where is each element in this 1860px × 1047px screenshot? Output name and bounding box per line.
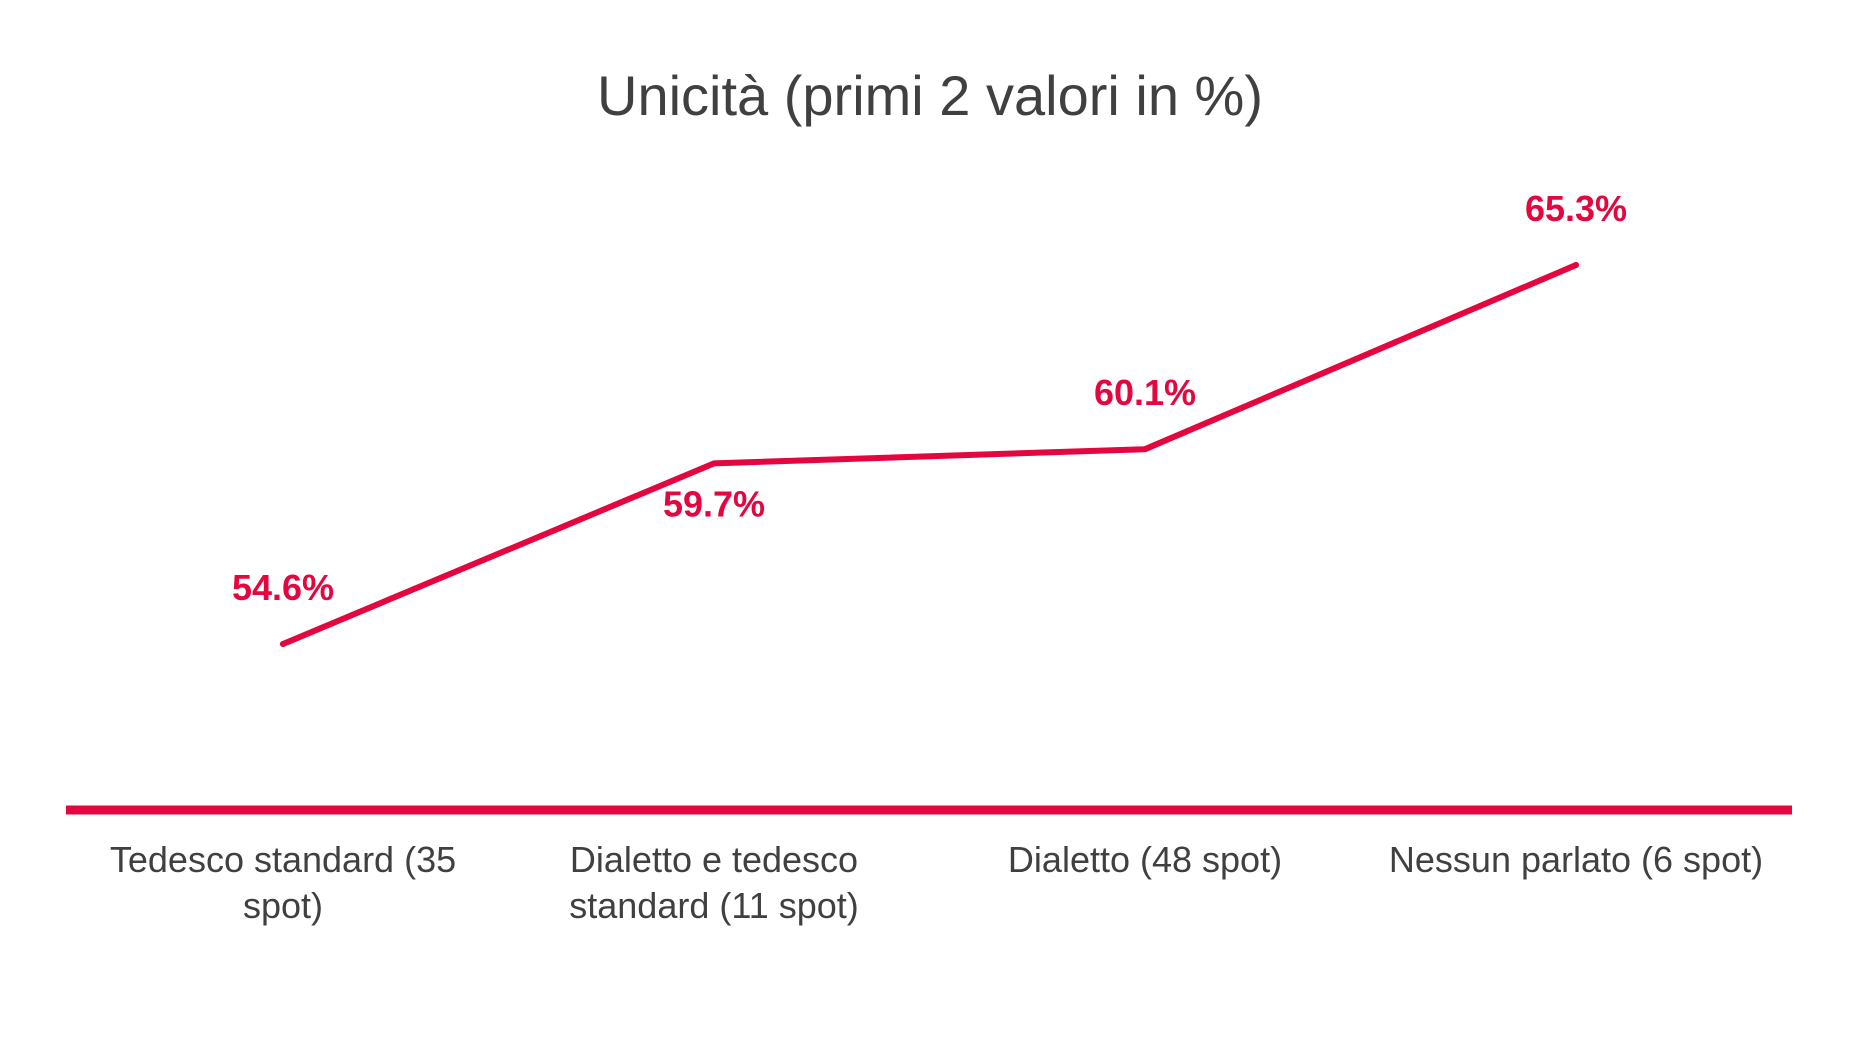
x-tick-label: Nessun parlato (6 spot) <box>1389 839 1763 880</box>
x-tick-labels: Tedesco standard (35 spot) Dialetto e tede… <box>110 839 1763 926</box>
data-point <box>280 641 286 647</box>
x-tick-label-line: Tedesco standard (35 <box>110 839 456 880</box>
data-label: 60.1% <box>1094 372 1196 413</box>
series-layer: 54.6% 59.7% 60.1% 65.3% <box>232 188 1627 647</box>
x-tick-label: Tedesco standard (35 spot) <box>110 839 456 926</box>
x-tick-label: Dialetto (48 spot) <box>1008 839 1282 880</box>
x-tick-label-line: Nessun parlato (6 spot) <box>1389 839 1763 880</box>
data-label: 59.7% <box>663 483 765 524</box>
x-tick-label-line: Dialetto (48 spot) <box>1008 839 1282 880</box>
data-point <box>1573 262 1579 268</box>
series-line <box>280 262 1579 647</box>
x-tick-label-line: standard (11 spot) <box>569 885 859 926</box>
data-point <box>711 460 717 467</box>
x-tick-label-line: spot) <box>243 885 323 926</box>
chart-title: Unicità (primi 2 valori in %) <box>597 64 1263 127</box>
x-tick-label: Dialetto e tedesco standard (11 spot) <box>569 839 859 926</box>
data-point <box>1142 446 1148 453</box>
data-label: 65.3% <box>1525 188 1627 229</box>
data-label: 54.6% <box>232 567 334 608</box>
x-tick-label-line: Dialetto e tedesco <box>570 839 858 880</box>
